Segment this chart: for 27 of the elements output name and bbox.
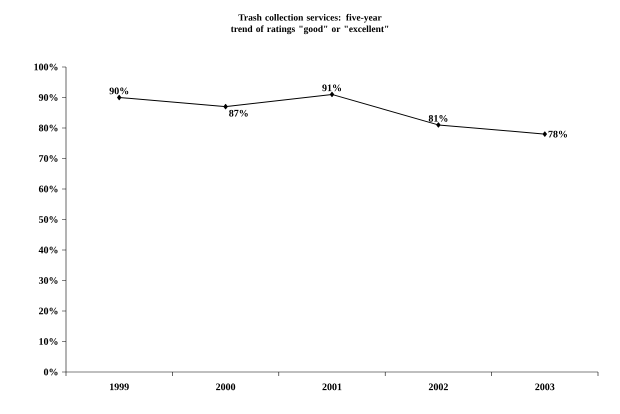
y-tick-label: 60% xyxy=(38,186,58,192)
point xyxy=(542,131,547,137)
point xyxy=(117,94,122,100)
chart-title: Trash collection services: five-year trend of ratings "good" or "excellent" xyxy=(230,14,388,34)
y-tick-label: 70% xyxy=(39,155,58,162)
data-label: 91% xyxy=(322,84,342,92)
x-tick-label: 1999 xyxy=(110,383,129,390)
point xyxy=(330,92,334,98)
data-label: 81% xyxy=(428,115,448,122)
y-tick-label: 30% xyxy=(38,277,58,284)
y-tick-label: 0% xyxy=(44,368,58,376)
x-tick-label: 2000 xyxy=(216,383,236,390)
data-label: 90% xyxy=(110,88,128,94)
data-label: 87% xyxy=(229,110,248,117)
point xyxy=(223,104,228,110)
y-tick-label: 10% xyxy=(39,338,58,345)
y-tick-label: 80% xyxy=(38,124,58,132)
y-tick-label: 20% xyxy=(38,308,58,314)
y-tick-label: 90% xyxy=(38,94,58,101)
point xyxy=(436,122,441,128)
y-tick-label: 100% xyxy=(34,64,58,70)
y-tick-label: 40% xyxy=(38,246,58,254)
x-tick-label: 2001 xyxy=(322,383,342,390)
y-tick-label: 50% xyxy=(38,216,58,223)
data-label: 78% xyxy=(548,130,567,138)
x-tick-label: 2002 xyxy=(428,383,448,390)
x-tick-label: 2003 xyxy=(535,383,554,390)
